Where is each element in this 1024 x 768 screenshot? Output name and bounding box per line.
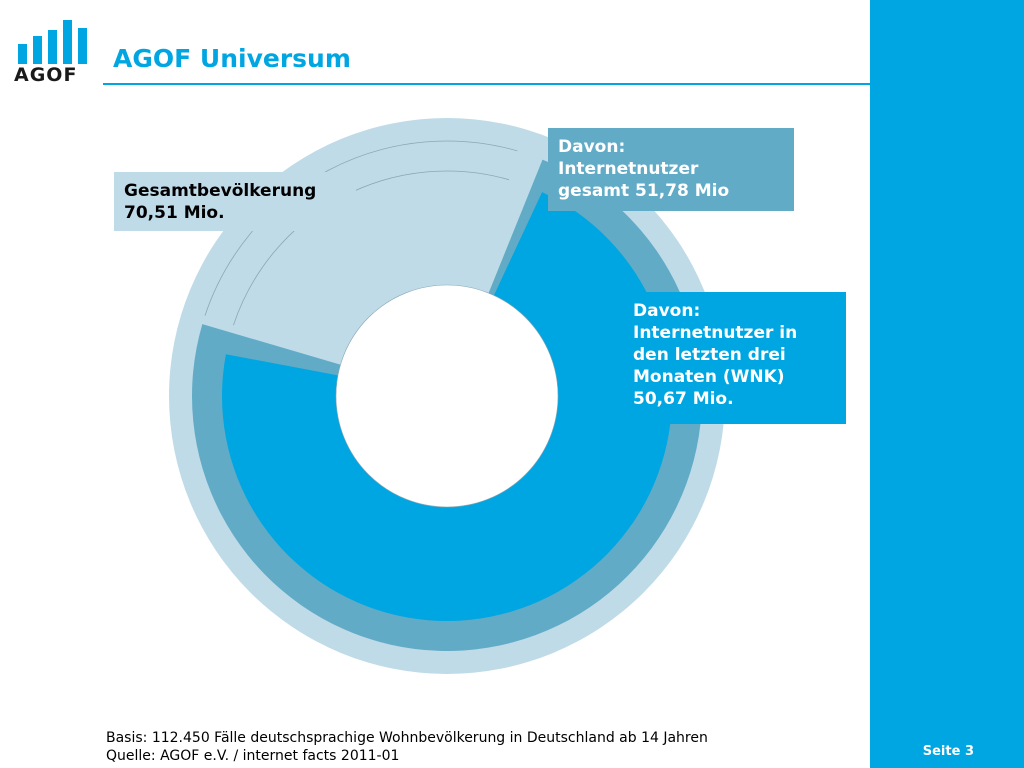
label-total-line1: Gesamtbevölkerung xyxy=(124,181,317,201)
label-wnk: Davon: Internetnutzer in den letzten dre… xyxy=(623,292,846,424)
agof-logo-icon xyxy=(18,20,87,64)
label-total-population: Gesamtbevölkerung 70,51 Mio. xyxy=(114,172,356,231)
donut-hole xyxy=(335,284,559,508)
label-total-line2: 70,51 Mio. xyxy=(124,203,225,223)
label-wnk-line2: Internetnutzer in xyxy=(633,323,798,343)
logo-text: AGOF xyxy=(14,64,78,86)
page-title: AGOF Universum xyxy=(113,44,351,73)
label-users-line2: Internetnutzer xyxy=(558,159,699,179)
footer-source: Quelle: AGOF e.V. / internet facts 2011-… xyxy=(106,748,400,764)
label-users-line3: gesamt 51,78 Mio xyxy=(558,181,730,201)
outer-guide-arc xyxy=(204,140,518,316)
label-wnk-line1: Davon: xyxy=(633,301,701,321)
label-wnk-line4: Monaten (WNK) xyxy=(633,367,785,387)
donut-chart xyxy=(169,118,725,674)
label-wnk-line3: den letzten drei xyxy=(633,345,786,365)
footer-basis: Basis: 112.450 Fälle deutschsprachige Wo… xyxy=(106,730,708,746)
right-sidebar: Seite 3 xyxy=(870,0,1024,768)
footer: Basis: 112.450 Fälle deutschsprachige Wo… xyxy=(106,729,708,765)
label-wnk-line5: 50,67 Mio. xyxy=(633,389,734,409)
label-users-line1: Davon: xyxy=(558,137,626,157)
page-number: Seite 3 xyxy=(922,744,974,759)
title-divider xyxy=(103,83,870,85)
label-internet-users: Davon: Internetnutzer gesamt 51,78 Mio xyxy=(548,128,794,211)
